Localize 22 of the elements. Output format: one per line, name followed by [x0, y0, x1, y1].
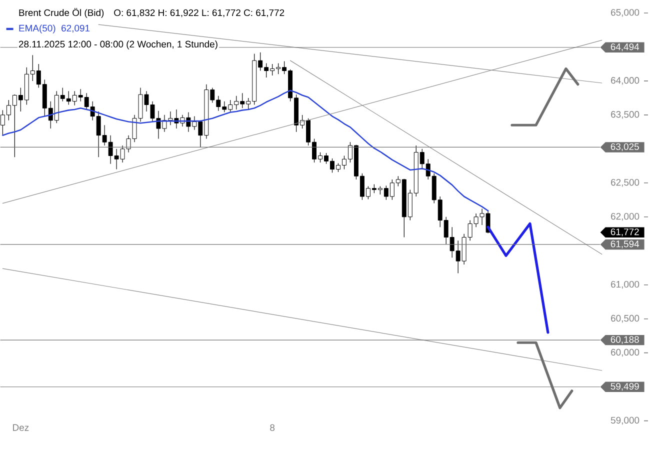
y-tick-label: 62,500 — [611, 179, 640, 187]
x-tick-label: 8 — [270, 424, 275, 432]
y-tick-label: 64,000 — [611, 77, 640, 85]
y-tick-label: 63,500 — [611, 111, 640, 119]
legend-label: EMA(50) — [19, 24, 56, 34]
x-tick-label: Dez — [13, 424, 29, 432]
ref-line-label: 63,025 — [610, 143, 639, 152]
y-tick-label: 60,500 — [611, 315, 640, 323]
chart-title: Brent Crude Öl (Bid) — [19, 8, 104, 18]
annotation: 28.11.2025 12:00 - 08:00 (2 Wochen, 1 Stunde) — [18, 40, 218, 50]
ref-line-label: 60,188 — [610, 336, 639, 344]
annotation: 61,772 — [610, 228, 639, 236]
y-tick-label: 61,000 — [611, 281, 640, 289]
annotation: 62,091 — [62, 24, 90, 33]
ref-line-label: 61,594 — [610, 240, 640, 249]
y-tick-label: 60,000 — [611, 349, 640, 357]
y-tick-label: 62,000 — [611, 213, 640, 221]
ref-line-label: 64,494 — [610, 44, 640, 52]
y-tick-label: 59,000 — [610, 416, 640, 425]
chart-subtitle: O: 61,832 H: 61,922 L: 61,772 C: 61,772 — [114, 9, 284, 18]
y-tick-label: 65,000 — [611, 9, 640, 18]
ref-line-label: 59,499 — [610, 383, 639, 391]
